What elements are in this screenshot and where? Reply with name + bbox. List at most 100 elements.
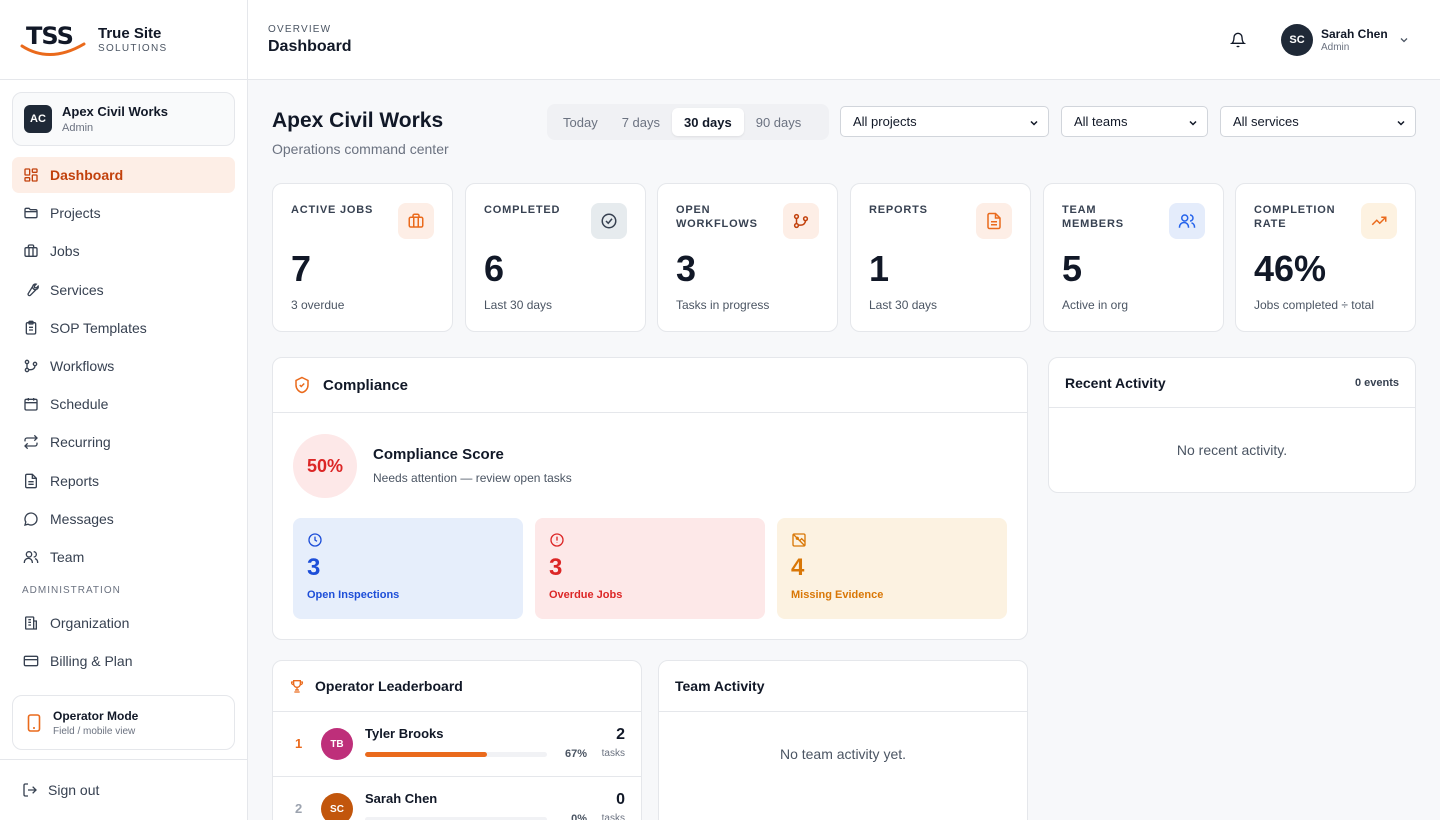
range-7-days[interactable]: 7 days — [621, 114, 661, 130]
sidebar-item-recurring[interactable]: Recurring — [12, 424, 235, 460]
team-activity-header: Team Activity — [659, 661, 1027, 712]
teams-filter[interactable]: All teams — [1061, 106, 1208, 137]
logout-icon — [22, 782, 38, 798]
stat-card-reports[interactable]: REPORTS 1 Last 30 days — [850, 183, 1031, 332]
stat-card-active-jobs[interactable]: ACTIVE JOBS 7 3 overdue — [272, 183, 453, 332]
sidebar-item-organization[interactable]: Organization — [12, 605, 235, 641]
services-filter-value: All services — [1233, 114, 1299, 129]
stat-subtext: 3 overdue — [291, 298, 345, 312]
tile-missing-evidence[interactable]: 4 Missing Evidence — [777, 518, 1007, 619]
sidebar-item-label: Jobs — [50, 243, 80, 260]
sidebar-item-label: Recurring — [50, 434, 111, 451]
recent-activity-title: Recent Activity — [1065, 374, 1166, 391]
sidebar-item-services[interactable]: Services — [12, 272, 235, 308]
recent-activity-empty: No recent activity. — [1176, 442, 1288, 458]
sign-out-button[interactable]: Sign out — [0, 759, 247, 820]
stat-label: OPEN WORKFLOWS — [676, 204, 758, 230]
breadcrumb: OVERVIEW — [268, 24, 332, 35]
sidebar-item-label: Team — [50, 548, 85, 565]
brand[interactable]: TSS True Site SOLUTIONS — [0, 0, 247, 80]
compliance-score-badge: 50% — [293, 434, 357, 498]
stat-label: ACTIVE JOBS — [291, 204, 374, 216]
operator-name: Sarah Chen — [365, 791, 438, 806]
notifications-button[interactable] — [1229, 31, 1247, 54]
stat-value: 5 — [1062, 248, 1083, 289]
tile-label: Open Inspections — [307, 589, 400, 601]
recent-activity-header: Recent Activity 0 events — [1049, 358, 1415, 408]
sidebar-item-label: Schedule — [50, 396, 109, 413]
user-avatar[interactable]: SC — [1281, 24, 1313, 56]
projects-filter[interactable]: All projects — [840, 106, 1049, 137]
range-30-days[interactable]: 30 days — [672, 108, 744, 136]
leaderboard-header: Operator Leaderboard — [273, 661, 641, 712]
sidebar-item-schedule[interactable]: Schedule — [12, 386, 235, 422]
chevron-down-icon — [1189, 120, 1197, 126]
compliance-score-title: Compliance Score — [373, 446, 504, 463]
clock-icon — [307, 532, 323, 553]
sidebar-item-label: Organization — [50, 614, 130, 631]
team-activity-title: Team Activity — [675, 678, 765, 694]
alert-circle-icon — [549, 532, 565, 553]
stat-card-open-workflows[interactable]: OPEN WORKFLOWS 3 Tasks in progress — [657, 183, 838, 332]
tile-open-inspections[interactable]: 3 Open Inspections — [293, 518, 523, 619]
avatar: SC — [321, 793, 353, 820]
stat-label: TEAM MEMBERS — [1062, 204, 1124, 230]
folder-icon — [22, 204, 40, 222]
range-today[interactable]: Today — [563, 114, 598, 130]
dashboard-icon — [22, 166, 40, 184]
building-icon — [22, 614, 40, 632]
brand-logo: TSS — [20, 20, 86, 60]
leaderboard-rank: 1 — [295, 736, 303, 751]
logo-text: TSS — [26, 21, 74, 50]
file-text-icon — [976, 203, 1012, 239]
sidebar-item-sop-templates[interactable]: SOP Templates — [12, 310, 235, 346]
sidebar-item-label: Services — [50, 281, 104, 298]
tile-overdue-jobs[interactable]: 3 Overdue Jobs — [535, 518, 765, 619]
sidebar-item-workflows[interactable]: Workflows — [12, 348, 235, 384]
clipboard-icon — [22, 319, 40, 337]
range-90-days[interactable]: 90 days — [755, 114, 802, 130]
sidebar-item-team[interactable]: Team — [12, 539, 235, 575]
org-switcher[interactable]: AC Apex Civil Works Admin — [12, 92, 235, 146]
leaderboard-row[interactable]: 2 SC Sarah Chen 0% 0 tasks — [273, 777, 641, 820]
operator-mode-subtitle: Field / mobile view — [53, 725, 136, 737]
progress-percent: 67% — [564, 748, 587, 760]
sidebar-item-jobs[interactable]: Jobs — [12, 233, 235, 269]
users-icon — [22, 548, 40, 566]
user-menu[interactable]: Sarah Chen Admin — [1321, 27, 1388, 53]
tile-value: 3 — [307, 554, 321, 581]
org-role: Admin — [62, 122, 94, 134]
sidebar-item-label: Billing & Plan — [50, 653, 133, 670]
stat-value: 1 — [869, 248, 890, 289]
sidebar-item-reports[interactable]: Reports — [12, 463, 235, 499]
stat-subtext: Tasks in progress — [676, 298, 770, 312]
teams-filter-value: All teams — [1074, 114, 1128, 129]
task-unit: tasks — [601, 813, 625, 820]
stat-card-team-members[interactable]: TEAM MEMBERS 5 Active in org — [1043, 183, 1224, 332]
sidebar-item-billing[interactable]: Billing & Plan — [12, 643, 235, 679]
sidebar-item-messages[interactable]: Messages — [12, 501, 235, 537]
message-icon — [22, 510, 40, 528]
sidebar-item-dashboard[interactable]: Dashboard — [12, 157, 235, 193]
operator-mode-button[interactable]: Operator Mode Field / mobile view — [12, 695, 235, 750]
compliance-header: Compliance — [273, 358, 1027, 413]
leaderboard-row[interactable]: 1 TB Tyler Brooks 67% 2 tasks — [273, 712, 641, 777]
sidebar-item-projects[interactable]: Projects — [12, 195, 235, 231]
chevron-down-icon — [1397, 120, 1405, 126]
briefcase-icon — [22, 242, 40, 260]
users-icon — [1169, 203, 1205, 239]
logo-swoosh-icon — [20, 42, 86, 56]
progress-fill — [365, 752, 487, 757]
trending-up-icon — [1361, 203, 1397, 239]
stat-card-completion-rate[interactable]: COMPLETION RATE 46% Jobs completed ÷ tot… — [1235, 183, 1416, 332]
stat-card-completed[interactable]: COMPLETED 6 Last 30 days — [465, 183, 646, 332]
leaderboard-card: Operator Leaderboard 1 TB Tyler Brooks 6… — [272, 660, 642, 820]
services-filter[interactable]: All services — [1220, 106, 1416, 137]
nav-section-administration: ADMINISTRATION — [22, 584, 121, 596]
chevron-down-icon[interactable] — [1398, 34, 1410, 46]
repeat-icon — [22, 433, 40, 451]
task-unit: tasks — [601, 748, 625, 759]
stat-subtext: Jobs completed ÷ total — [1254, 298, 1374, 312]
image-off-icon — [791, 532, 807, 553]
stat-label: COMPLETION RATE — [1254, 204, 1336, 230]
